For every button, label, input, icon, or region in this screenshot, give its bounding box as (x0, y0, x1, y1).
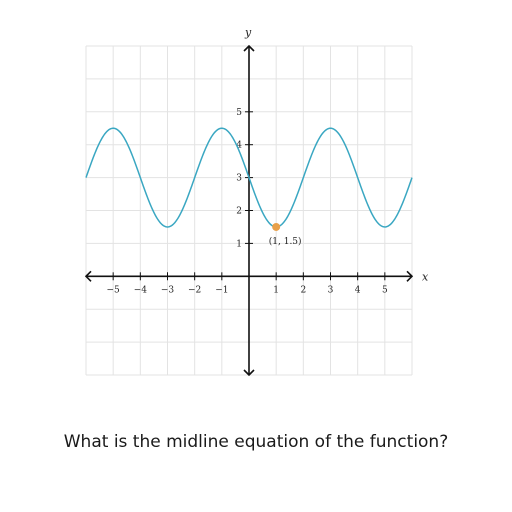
question-text: What is the midline equation of the func… (63, 432, 449, 452)
y-tick-label: 2 (236, 207, 242, 217)
y-tick-label: 5 (236, 108, 242, 118)
y-tick-label: 3 (236, 174, 242, 184)
x-tick-label: −3 (161, 285, 175, 295)
x-tick-label: 3 (328, 285, 334, 295)
x-tick-label: 5 (382, 285, 388, 295)
x-tick-label: 2 (300, 285, 306, 295)
x-tick-label: −4 (134, 285, 148, 295)
x-tick-label: −5 (107, 285, 121, 295)
x-tick-label: −1 (215, 285, 228, 295)
point-label: (1, 1.5) (269, 236, 302, 247)
y-axis-arrow-down (243, 369, 255, 377)
x-axis-label: x (422, 270, 429, 283)
y-tick-labels: 1 2 3 4 5 (236, 108, 253, 249)
x-tick-label: −2 (188, 285, 201, 295)
y-tick-label: 1 (236, 239, 242, 249)
y-axis-label: y (244, 26, 252, 39)
points: (1, 1.5) (269, 222, 302, 247)
x-tick-label: 4 (355, 285, 361, 295)
y-axis-arrow-up (243, 44, 255, 52)
x-tick-labels: −5 −4 −3 −2 −1 1 2 3 4 5 (107, 272, 388, 295)
x-axis-arrow-left (84, 270, 92, 282)
highlighted-point (272, 222, 281, 231)
function-curve (85, 127, 413, 228)
x-axis-arrow-right (406, 270, 414, 282)
x-tick-label: 1 (273, 285, 279, 295)
y-tick-label: 4 (236, 141, 242, 151)
